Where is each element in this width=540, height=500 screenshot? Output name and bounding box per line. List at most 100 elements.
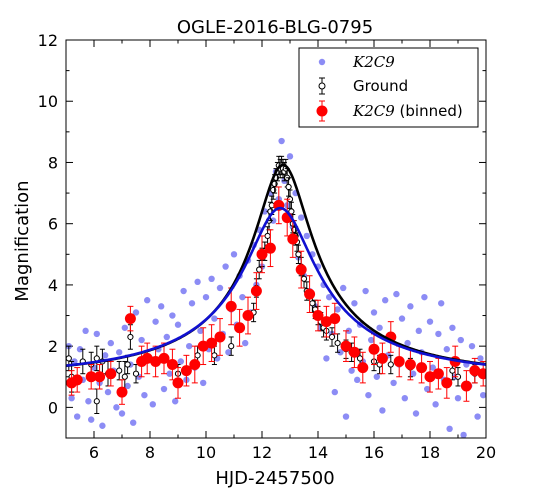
binned-point — [197, 340, 209, 352]
k2c9-point — [326, 293, 333, 301]
y-tick-label: 2 — [48, 337, 58, 356]
binned-point — [141, 352, 153, 364]
binned-point — [357, 362, 369, 374]
binned-point — [287, 233, 299, 245]
k2c9-point — [438, 300, 445, 307]
ground-point — [309, 300, 316, 307]
binned-point — [329, 313, 341, 325]
k2c9-point — [412, 410, 420, 417]
k2c9-point — [415, 327, 422, 335]
binned-point — [71, 374, 83, 386]
binned-point — [105, 368, 117, 380]
ground-point — [121, 373, 128, 380]
k2c9-point — [82, 327, 89, 335]
k2c9-model-curve — [66, 206, 486, 367]
k2c9-point — [323, 355, 330, 362]
k2c9-point — [446, 425, 453, 433]
y-tick-label: 4 — [48, 276, 58, 295]
k2c9-point — [373, 373, 380, 380]
k2c9-point — [404, 339, 411, 347]
binned-point — [256, 248, 268, 260]
k2c9-point — [239, 293, 246, 301]
y-tick-label: 10 — [38, 92, 58, 111]
k2c9-point — [457, 336, 464, 344]
y-axis-label: Magnification — [12, 180, 33, 301]
k2c9-point — [197, 327, 204, 335]
x-tick-label: 10 — [196, 443, 216, 462]
k2c9-point — [113, 404, 120, 411]
binned-point — [242, 310, 254, 322]
k2c9-point — [124, 382, 131, 390]
k2c9-point — [435, 330, 442, 338]
legend-binned-label: K2C9 (binned) — [352, 102, 463, 120]
k2c9-point — [230, 251, 238, 258]
k2c9-point — [88, 416, 95, 423]
plot-area — [66, 137, 486, 438]
binned-point — [124, 313, 136, 325]
k2c9-point — [398, 315, 406, 322]
k2c9-point — [382, 297, 389, 304]
binned-point — [340, 340, 352, 352]
binned-point — [116, 386, 128, 398]
k2c9-point — [166, 370, 173, 377]
k2c9-point — [340, 284, 347, 292]
ground-point — [334, 339, 341, 347]
x-tick-label: 16 — [364, 443, 384, 462]
ground-point — [132, 370, 140, 377]
k2c9-point — [93, 330, 101, 338]
ground-point — [66, 355, 72, 362]
binned-point — [312, 310, 324, 322]
k2c9-point — [141, 391, 148, 399]
k2c9-point — [365, 391, 372, 399]
k2c9-point — [401, 395, 408, 402]
ground-point — [194, 352, 201, 359]
binned-point — [158, 352, 170, 364]
k2c9-point — [342, 413, 350, 420]
k2c9-point — [351, 300, 358, 307]
k2c9-point — [393, 290, 400, 298]
binned-point — [432, 368, 444, 380]
k2c9-point — [74, 413, 81, 420]
binned-point — [376, 352, 388, 364]
k2c9-point — [468, 342, 476, 350]
binned-point — [85, 371, 97, 383]
binned-point — [441, 377, 453, 389]
k2c9-point — [354, 376, 361, 384]
k2c9-point — [348, 367, 355, 374]
k2c9-point — [222, 263, 229, 270]
ground-point — [264, 232, 271, 240]
k2c9-point — [216, 284, 224, 292]
ground-point — [256, 266, 263, 273]
k2c9-point — [130, 419, 137, 426]
axis-ticks: 6 8 10 12 14 16 18 20 0 2 4 6 8 10 12 — [38, 31, 497, 462]
k2c9-point — [337, 349, 344, 356]
k2c9-point — [379, 407, 386, 414]
binned-point — [404, 359, 416, 371]
k2c9-point — [376, 324, 383, 331]
k2c9-point — [177, 358, 184, 365]
k2c9-point — [432, 401, 439, 408]
k2c9-point — [429, 364, 436, 371]
k2c9-point — [362, 287, 369, 295]
ground-point — [449, 367, 456, 374]
k2c9-point — [116, 349, 123, 356]
y-tick-label: 0 — [48, 398, 58, 417]
k2c9-point — [104, 388, 112, 396]
binned-point — [206, 337, 218, 349]
k2c9-point — [480, 391, 486, 399]
model-curves — [66, 163, 486, 368]
x-axis-label: HJD-2457500 — [215, 468, 334, 489]
k2c9-point — [407, 303, 414, 310]
legend-k2c9-marker — [318, 58, 326, 66]
k2c9-point — [194, 278, 201, 286]
k2c9-point — [169, 312, 176, 319]
y-tick-label: 6 — [48, 215, 58, 234]
binned-point — [320, 316, 332, 328]
ground-point — [211, 352, 218, 359]
k2c9-point — [242, 339, 249, 347]
ground-point — [328, 333, 336, 341]
binned-point — [150, 355, 162, 367]
ground-point — [285, 183, 292, 191]
k2c9-point — [278, 137, 285, 145]
ground-point — [124, 361, 131, 368]
